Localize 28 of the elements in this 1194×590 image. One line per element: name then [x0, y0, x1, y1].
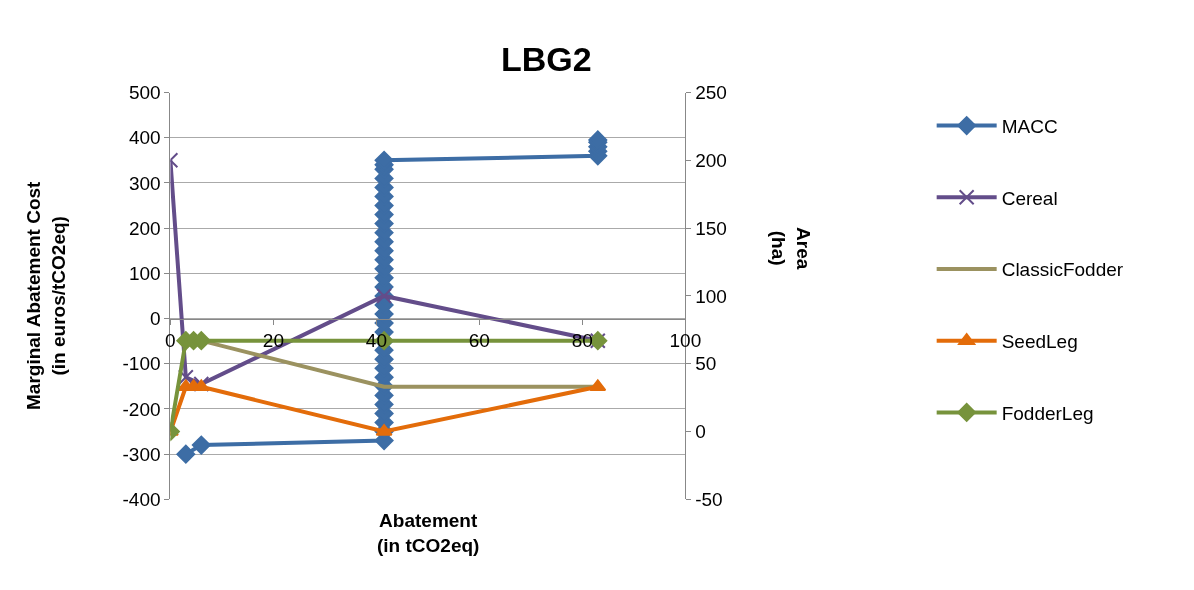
y2-tick-label: 0	[695, 421, 706, 443]
y2-axis-title: Area (ha)	[768, 227, 814, 270]
y-tick-label: 500	[128, 82, 161, 104]
y-axis-title: Marginal Abatement Cost (in euros/tCO2eq)	[23, 180, 69, 410]
y-tick-label: 0	[150, 308, 161, 330]
y2-tick-label: 50	[695, 353, 717, 375]
y-tick-label: 400	[128, 127, 161, 149]
y-tick-label: -100	[122, 353, 161, 375]
legend-label: MACC	[1001, 115, 1058, 137]
x-tick-label: 0	[165, 330, 176, 352]
y-tick-label: -300	[122, 443, 161, 465]
chart-title: LBG2	[500, 39, 592, 78]
x-axis-title: Abatement (in tCO2eq)	[377, 510, 480, 556]
legend-label: ClassicFodder	[1001, 259, 1124, 281]
y-tick-label: -200	[122, 398, 161, 420]
y-tick-label: 100	[128, 262, 161, 284]
y2-tick-label: 150	[695, 217, 727, 239]
legend-label: SeedLeg	[1001, 331, 1078, 353]
legend-label: Cereal	[1001, 187, 1058, 209]
x-tick-label: 100	[669, 330, 702, 352]
y2-tick-label: 200	[695, 149, 727, 171]
y2-tick-label: 100	[695, 285, 727, 307]
y-tick-label: 200	[128, 217, 161, 239]
y-tick-label: 300	[128, 172, 161, 194]
y2-tick-label: -50	[695, 488, 723, 510]
y-tick-label: -400	[122, 488, 161, 510]
legend-label: FodderLeg	[1001, 402, 1094, 424]
y2-tick-label: 250	[695, 82, 727, 104]
